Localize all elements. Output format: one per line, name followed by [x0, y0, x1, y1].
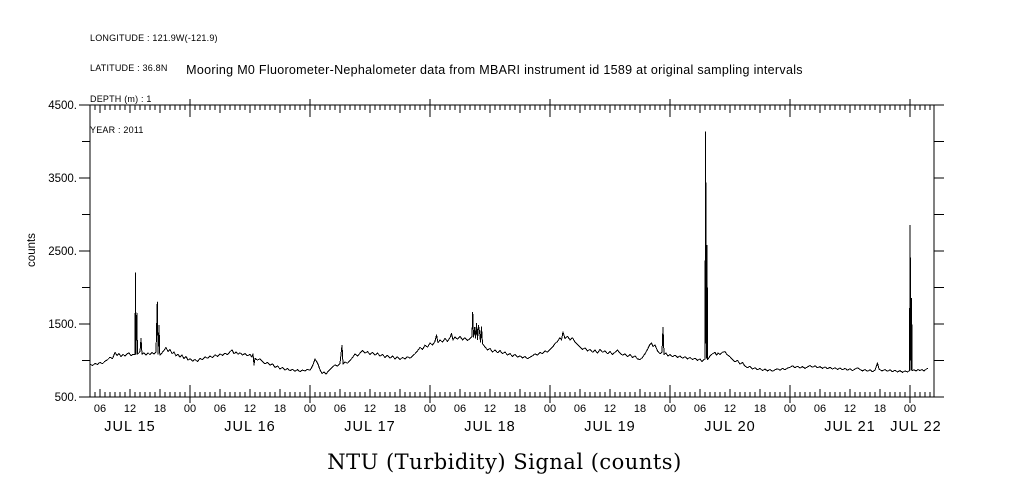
x-hour-label: 06: [334, 403, 346, 415]
meta-year: YEAR : 2011: [90, 125, 144, 136]
x-day-label: JUL 20: [704, 419, 755, 435]
x-hour-label: 18: [274, 403, 286, 415]
metadata-block: LONGITUDE : 121.9W(-121.9) LATITUDE : 36…: [90, 12, 218, 156]
x-hour-label: 18: [874, 403, 886, 415]
y-tick-label: 500.: [55, 392, 77, 404]
x-hour-label: 12: [244, 403, 256, 415]
x-hour-label: 18: [394, 403, 406, 415]
x-axis-title: NTU (Turbidity) Signal (counts): [327, 450, 682, 474]
x-day-label: JUL 22: [890, 419, 941, 435]
x-hour-label: 12: [364, 403, 376, 415]
x-hour-label: 00: [904, 403, 916, 415]
data-series-line: [89, 131, 929, 375]
x-day-label: JUL 21: [824, 419, 875, 435]
y-tick-label: 1500.: [48, 319, 77, 331]
y-tick-label: 4500.: [48, 100, 77, 112]
x-hour-label: 00: [424, 403, 436, 415]
x-hour-label: 00: [544, 403, 556, 415]
x-hour-label: 06: [574, 403, 586, 415]
x-hour-label: 18: [634, 403, 646, 415]
x-hour-label: 12: [604, 403, 616, 415]
meta-longitude: LONGITUDE : 121.9W(-121.9): [90, 32, 218, 43]
y-tick-label: 2500.: [48, 246, 77, 258]
x-hour-label: 12: [844, 403, 856, 415]
x-day-label: JUL 18: [464, 419, 515, 435]
meta-depth: DEPTH (m) : 1: [90, 94, 152, 105]
x-hour-label: 00: [184, 403, 196, 415]
x-day-label: JUL 19: [584, 419, 635, 435]
x-hour-label: 00: [784, 403, 796, 415]
x-hour-label: 18: [154, 403, 166, 415]
x-day-label: JUL 17: [344, 419, 395, 435]
x-hour-label: 06: [814, 403, 826, 415]
x-hour-label: 12: [724, 403, 736, 415]
plot-title: Mooring M0 Fluorometer-Nephalometer data…: [186, 63, 803, 77]
x-hour-label: 06: [94, 403, 106, 415]
x-hour-label: 18: [514, 403, 526, 415]
meta-latitude: LATITUDE : 36.8N: [90, 63, 168, 74]
x-hour-label: 12: [124, 403, 136, 415]
x-day-label: JUL 16: [224, 419, 275, 435]
x-hour-label: 06: [214, 403, 226, 415]
x-hour-label: 06: [454, 403, 466, 415]
x-hour-label: 12: [484, 403, 496, 415]
x-hour-label: 18: [754, 403, 766, 415]
x-day-label: JUL 15: [104, 419, 155, 435]
y-tick-label: 3500.: [48, 173, 77, 185]
x-hour-label: 00: [304, 403, 316, 415]
plot-frame: [89, 104, 935, 398]
x-hour-label: 00: [664, 403, 676, 415]
x-hour-label: 06: [694, 403, 706, 415]
